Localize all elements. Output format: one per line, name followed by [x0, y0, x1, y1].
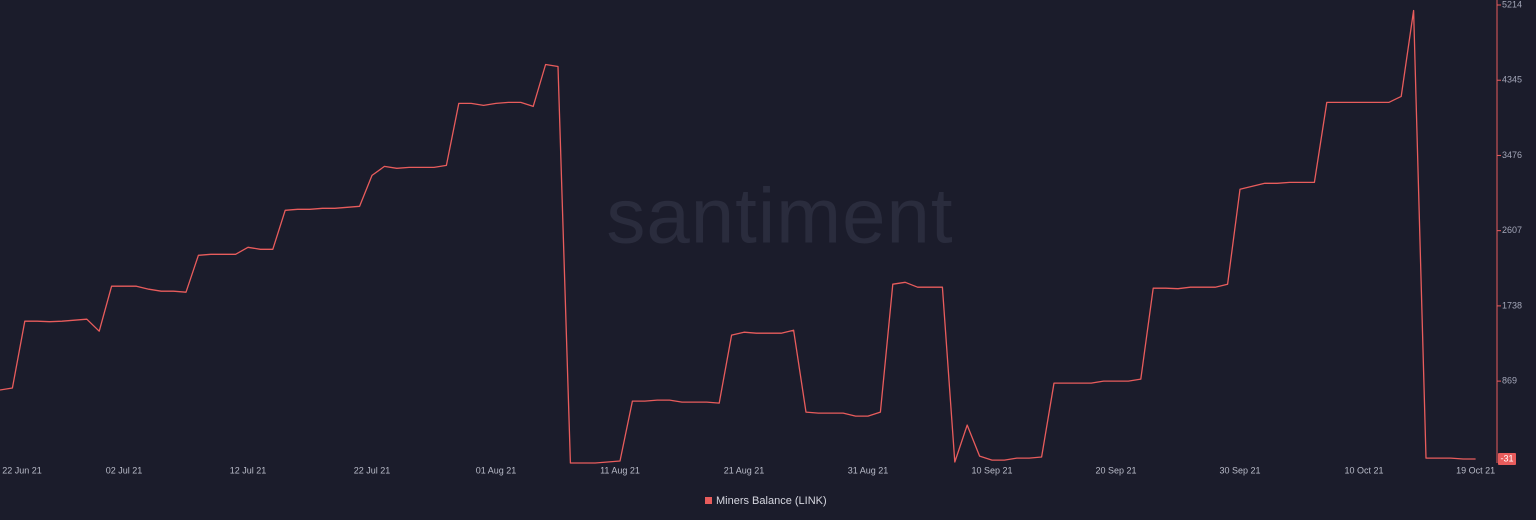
y-tick-label: 3476 — [1502, 150, 1522, 160]
x-tick-label: 21 Aug 21 — [724, 465, 765, 475]
y-tick-label: 2607 — [1502, 225, 1522, 235]
last-value-label: -31 — [1500, 453, 1513, 463]
x-tick-label: 19 Oct 21 — [1456, 465, 1495, 475]
line-series — [0, 9, 1476, 464]
x-tick-label: 20 Sep 21 — [1095, 465, 1136, 475]
x-tick-label: 01 Aug 21 — [476, 465, 517, 475]
x-tick-label: 22 Jul 21 — [354, 465, 391, 475]
x-tick-label: 02 Jul 21 — [106, 465, 143, 475]
watermark: santiment — [606, 172, 953, 260]
x-tick-label: 30 Sep 21 — [1219, 465, 1260, 475]
y-tick-label: 869 — [1502, 375, 1517, 385]
x-tick-label: 31 Aug 21 — [848, 465, 889, 475]
x-tick-label: 22 Jun 21 — [2, 465, 42, 475]
y-tick-label: 4345 — [1502, 75, 1522, 85]
x-tick-label: 10 Oct 21 — [1344, 465, 1383, 475]
y-tick-label: 5214 — [1502, 0, 1522, 9]
legend-swatch — [705, 497, 712, 504]
y-tick-label: 1738 — [1502, 300, 1522, 310]
x-tick-label: 11 Aug 21 — [600, 465, 640, 475]
legend-label: Miners Balance (LINK) — [716, 495, 827, 507]
x-tick-label: 12 Jul 21 — [230, 465, 267, 475]
x-tick-label: 10 Sep 21 — [971, 465, 1012, 475]
last-value-badge — [1498, 453, 1516, 466]
